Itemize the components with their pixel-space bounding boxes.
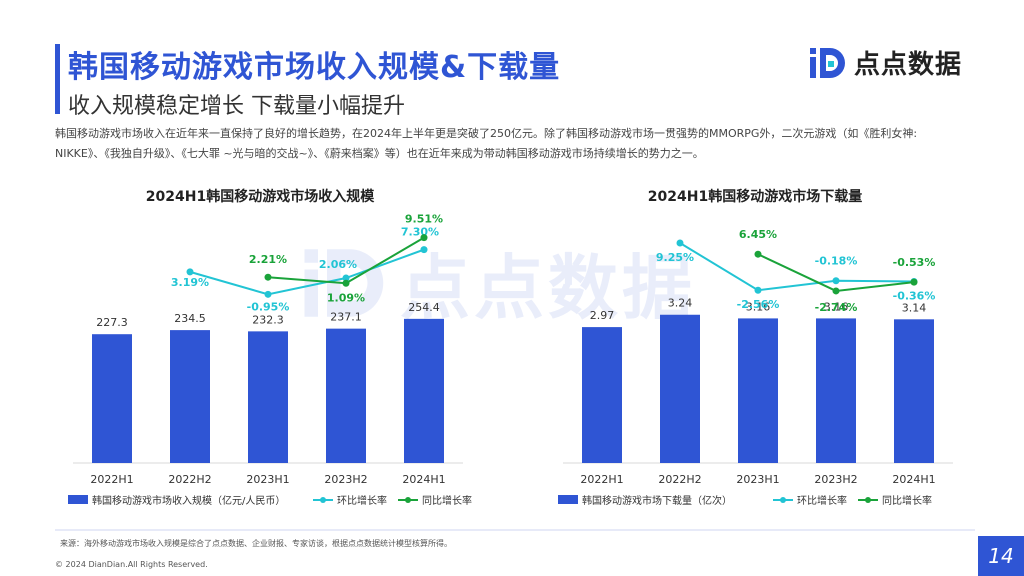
x-tick-2023H2: 2023H2 [324,473,367,486]
chart-1-title: 2024H1韩国移动游戏市场收入规模 [145,189,375,205]
qoq-label-2023H1: -0.95% [247,300,290,313]
qoq-point-2023H1 [754,286,762,294]
qoq-label-2024H1: 7.30% [401,226,439,239]
watermark-text: 点点数据 [400,247,696,329]
yoy-label-2024H1: 9.51% [405,213,443,226]
legend-label-yoy-1: 同比增长率 [422,494,472,507]
copyright: © 2024 DianDian.All Rights Reserved. [55,560,208,569]
yoy-point-2024H1 [420,234,428,242]
qoq-point-2023H1 [264,290,272,298]
brand-logo-text: 点点数据 [854,50,963,80]
legend-swatch-bar-1 [68,495,88,504]
legend-dot-qoq-1 [320,497,326,503]
qoq-point-2022H2 [676,239,684,247]
qoq-label-2024H1: -0.36% [893,289,936,302]
qoq-line-1 [189,248,425,296]
brand-logo: 点点数据 [808,44,962,81]
bar-2023H1 [248,331,288,463]
legend-label-bar-1: 韩国移动游戏市场收入规模（亿元/人民币） [92,494,285,507]
title-accent-bar [55,44,60,114]
bar-label-2023H1: 232.3 [252,313,284,326]
qoq-line-2 [679,242,915,292]
page-subtitle: 收入规模稳定增长 下载量小幅提升 [68,94,405,119]
qoq-point-2023H2 [342,274,350,282]
watermark: 点点数据 [300,232,696,333]
bar-2022H1 [582,327,622,463]
bar-label-2022H1: 227.3 [96,316,128,329]
bar-label-2023H1: 3.16 [746,300,771,313]
qoq-label-2023H2: 2.06% [319,258,357,271]
page-title: 韩国移动游戏市场收入规模&下载量 [68,50,561,85]
bar-2022H2 [660,314,700,463]
legend-label-qoq-2: 环比增长率 [797,494,847,507]
bar-2022H2 [170,330,210,463]
yoy-point-2023H1 [264,273,272,281]
source-note: 来源：海外移动游戏市场收入规模是综合了点点数据、企业财报、专家访谈，根据点点数据… [60,539,452,548]
legend-label-bar-2: 韩国移动游戏市场下载量（亿次） [582,494,732,507]
yoy-point-2023H1 [754,250,762,258]
bar-label-2022H1: 2.97 [590,309,615,322]
x-tick-2024H1: 2024H1 [402,473,445,486]
qoq-point-2022H2 [186,268,194,276]
qoq-label-2022H2: 9.25% [656,251,694,264]
bar-2023H1 [738,318,778,463]
yoy-point-2023H2 [832,287,840,295]
bar-label-2022H2: 3.24 [668,297,693,310]
legend-dot-yoy-1 [405,497,411,503]
chart-2-title: 2024H1韩国移动游戏市场下载量 [647,189,863,205]
x-tick-2022H1: 2022H1 [90,473,133,486]
bar-2022H1 [92,334,132,463]
x-tick-2022H2: 2022H2 [168,473,211,486]
diandian-logo-icon [810,47,845,78]
qoq-point-2024H1 [420,246,428,254]
bar-label-2023H2: 237.1 [330,311,362,324]
x-tick-2023H1: 2023H1 [736,473,779,486]
bar-2024H1 [404,318,444,463]
qoq-label-2023H1: -2.56% [737,298,780,311]
description-line-1: 韩国移动游戏市场收入在近年来一直保持了良好的增长趋势，在2024年上半年更是突破… [55,127,918,140]
description-text: 韩国移动游戏市场收入在近年来一直保持了良好的增长趋势，在2024年上半年更是突破… [55,124,973,164]
qoq-point-2023H2 [832,277,840,285]
yoy-label-2024H1: -0.53% [893,256,936,269]
yoy-label-2023H1: 6.45% [739,228,777,241]
bar-2024H1 [894,319,934,463]
qoq-label-2023H2: -0.18% [815,255,858,268]
legend-swatch-bar-2 [558,495,578,504]
yoy-point-2024H1 [910,278,918,286]
bar-label-2024H1: 254.4 [408,301,440,314]
x-tick-2024H1: 2024H1 [892,473,935,486]
legend-label-qoq-1: 环比增长率 [337,494,387,507]
description-line-2: NIKKE》、《我独自升级》、《七大罪 ~光与暗的交战~》、《蔚来档案》等）也在… [55,147,704,160]
qoq-label-2022H2: 3.19% [171,276,209,289]
bar-2023H2 [326,328,366,463]
legend-dot-yoy-2 [865,497,871,503]
yoy-point-2023H2 [342,279,350,287]
page-number: 14 [978,536,1024,576]
bar-label-2023H2: 3.16 [824,300,849,313]
bar-label-2024H1: 3.14 [902,301,927,314]
x-tick-2022H1: 2022H1 [580,473,623,486]
x-tick-2022H2: 2022H2 [658,473,701,486]
bar-2023H2 [816,318,856,463]
yoy-label-2023H2: -2.74% [815,301,858,314]
yoy-label-2023H2: 1.09% [327,291,365,304]
x-tick-2023H1: 2023H1 [246,473,289,486]
x-tick-2023H2: 2023H2 [814,473,857,486]
yoy-label-2023H1: 2.21% [249,253,287,266]
bar-label-2022H2: 234.5 [174,312,206,325]
legend-label-yoy-2: 同比增长率 [882,494,932,507]
legend-dot-qoq-2 [780,497,786,503]
